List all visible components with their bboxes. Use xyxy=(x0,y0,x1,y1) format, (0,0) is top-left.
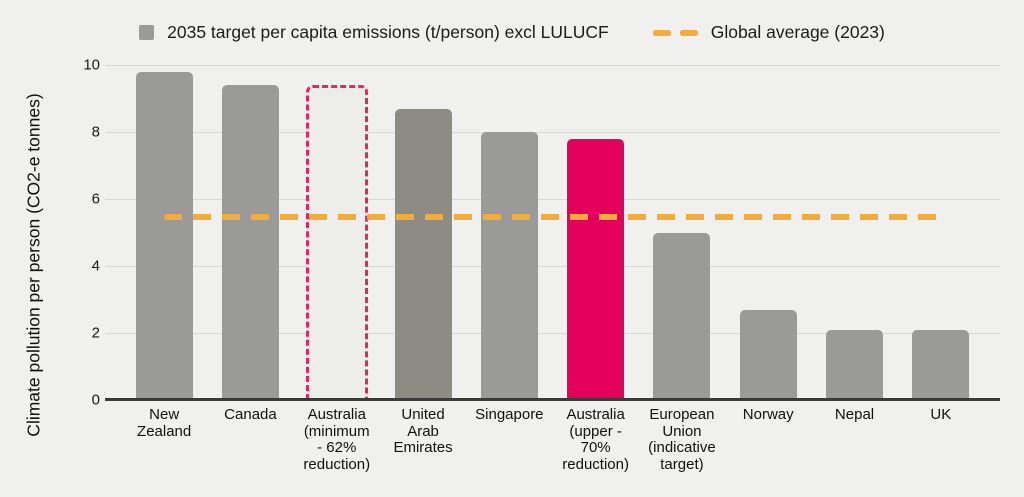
bar-slot xyxy=(207,65,293,400)
y-tick-label-8: 8 xyxy=(91,123,100,141)
legend: 2035 target per capita emissions (t/pers… xyxy=(0,22,1024,43)
gridline-y-8 xyxy=(105,132,1000,133)
bar-slot xyxy=(898,65,984,400)
gridline-y-2 xyxy=(105,333,1000,334)
bar-new-zealand xyxy=(135,71,193,400)
bar-slot xyxy=(811,65,897,400)
bar-european-union-indicative-target xyxy=(653,232,711,400)
bar-slot xyxy=(121,65,207,400)
y-axis-title: Climate pollution per person (CO2-e tonn… xyxy=(23,93,44,437)
x-category-label: United Arab Emirates xyxy=(393,406,453,456)
y-tick-label-10: 10 xyxy=(83,56,100,74)
x-axis-line xyxy=(105,398,1000,401)
gridline-y-10 xyxy=(105,65,1000,66)
legend-global-average-label: Global average (2023) xyxy=(710,22,885,42)
y-tick-label-2: 2 xyxy=(91,324,100,342)
gray-bar-swatch-icon xyxy=(139,25,155,40)
bar-australia-upper-70-reduction xyxy=(567,138,625,400)
legend-bar-series-label: 2035 target per capita emissions (t/pers… xyxy=(167,22,609,42)
legend-item-bar-series: 2035 target per capita emissions (t/pers… xyxy=(139,22,609,43)
x-category-label: Australia (minimum - 62% reduction) xyxy=(303,406,371,473)
bar-group xyxy=(121,65,984,400)
bar-united-arab-emirates xyxy=(394,108,452,400)
x-category-label: Canada xyxy=(224,406,277,423)
bar-norway xyxy=(739,309,797,400)
x-category-label: Nepal xyxy=(834,406,875,423)
x-category-label: Norway xyxy=(742,406,794,423)
bar-slot xyxy=(725,65,811,400)
x-axis-labels: New Zealand Canada Australia (minimum - 62% re… xyxy=(121,406,984,473)
plot-area: 0 2 4 6 8 10 New Zealand Canada Australia (minimum… xyxy=(83,57,1000,472)
legend-item-global-average: Global average (2023) xyxy=(652,22,885,43)
x-category-label: Singapore xyxy=(475,406,544,423)
bar-canada xyxy=(221,85,279,400)
bar-singapore xyxy=(480,132,538,400)
global-average-reference-line xyxy=(164,214,941,221)
bar-uk xyxy=(912,329,970,400)
y-tick-label-6: 6 xyxy=(91,190,100,208)
y-tick-label-4: 4 xyxy=(91,257,100,275)
y-tick-label-0: 0 xyxy=(91,391,100,409)
bar-nepal xyxy=(826,329,884,400)
x-category-label: European Union (indicative target) xyxy=(648,406,716,473)
bar-australia-minimum-62-reduction xyxy=(305,85,368,400)
x-category-label: New Zealand xyxy=(137,406,192,440)
bar-slot xyxy=(380,65,466,400)
orange-dashed-line-icon xyxy=(652,29,698,36)
x-category-label: UK xyxy=(930,406,952,423)
bar-slot xyxy=(639,65,725,400)
bar-slot xyxy=(466,65,552,400)
x-category-label: Australia (upper -70% reduction) xyxy=(562,406,629,473)
gridline-y-6 xyxy=(105,199,1000,200)
bar-slot xyxy=(552,65,638,400)
gridline-y-4 xyxy=(105,266,1000,267)
bar-slot xyxy=(294,65,380,400)
